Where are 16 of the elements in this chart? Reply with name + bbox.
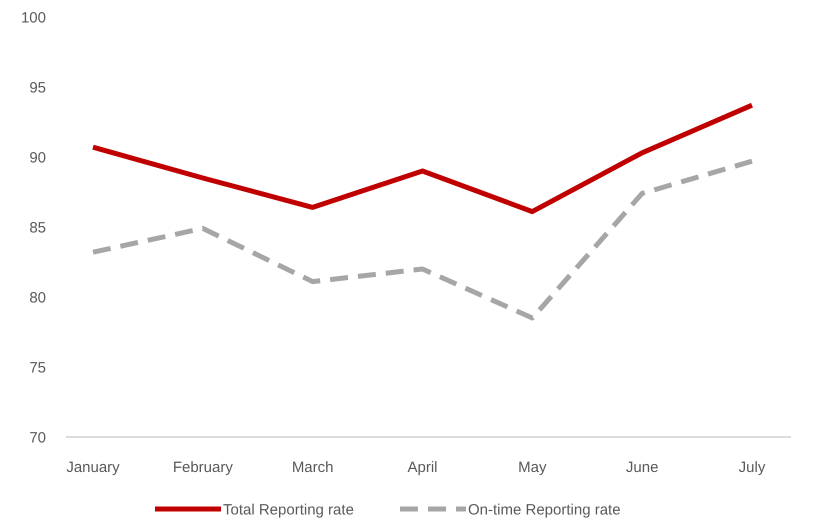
y-tick-label: 75 (29, 359, 46, 376)
y-tick-label: 80 (29, 289, 46, 306)
legend-label: Total Reporting rate (223, 501, 354, 518)
y-tick-label: 70 (29, 429, 46, 446)
y-tick-label: 95 (29, 79, 46, 96)
y-tick-label: 100 (20, 9, 46, 26)
y-tick-label: 85 (29, 219, 46, 236)
x-tick-label: January (66, 459, 120, 476)
legend-label: On-time Reporting rate (468, 501, 621, 518)
x-tick-label: February (172, 459, 234, 476)
x-tick-label: March (292, 459, 334, 476)
y-tick-label: 90 (29, 149, 46, 166)
x-tick-label: July (738, 459, 766, 476)
x-tick-label: April (407, 459, 438, 476)
x-tick-label: May (518, 459, 547, 476)
x-tick-label: June (626, 459, 658, 476)
